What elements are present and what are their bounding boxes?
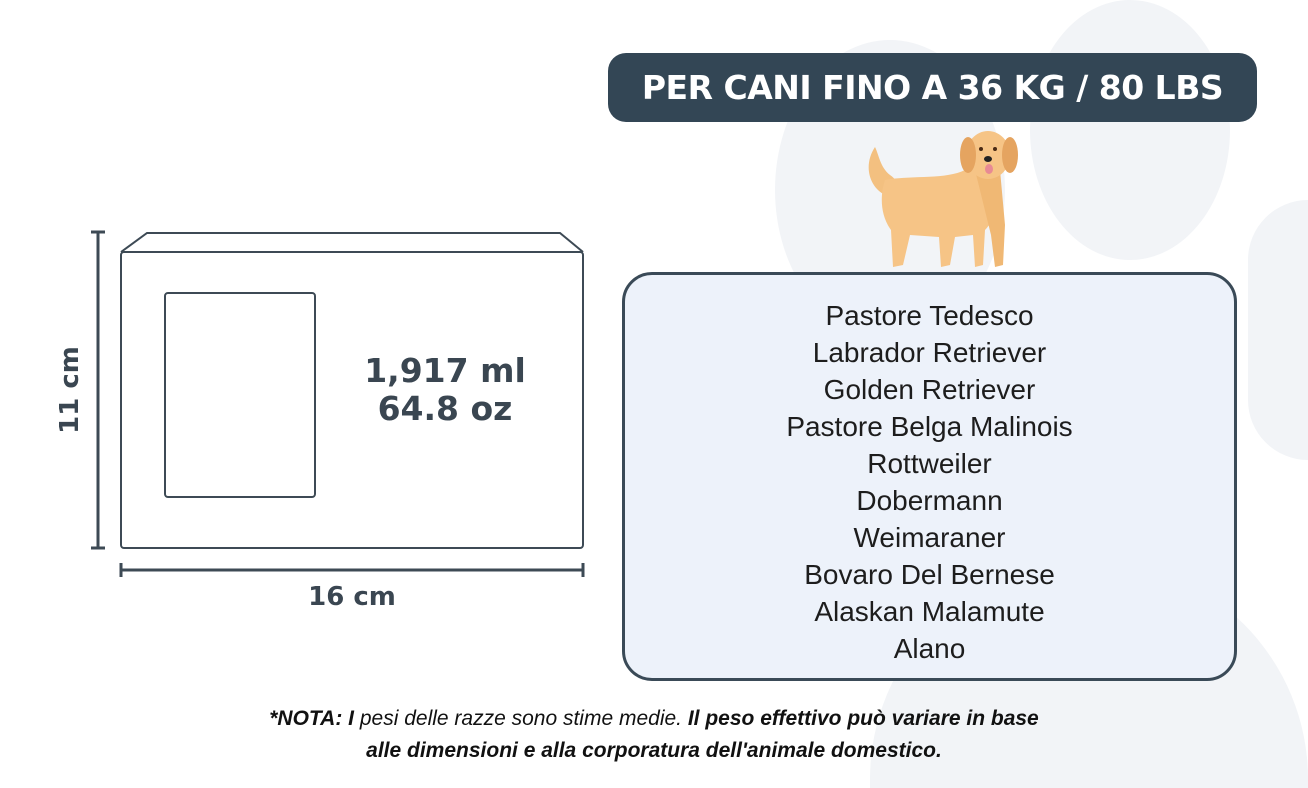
paw-print-bg (1030, 0, 1230, 260)
dog-icon (868, 131, 1018, 267)
breed-list: Pastore Tedesco Labrador Retriever Golde… (622, 272, 1237, 681)
weight-banner: PER CANI FINO A 36 KG / 80 LBS (608, 53, 1257, 122)
paw-print-bg (1248, 200, 1308, 460)
package-diagram (91, 230, 585, 577)
volume-label: 1,917 ml 64.8 oz (330, 352, 560, 428)
width-label: 16 cm (308, 582, 396, 612)
volume-ml: 1,917 ml (364, 351, 526, 390)
breed-item: Weimaraner (853, 522, 1006, 553)
footnote: *NOTA: I pesi delle razze sono stime med… (150, 703, 1158, 767)
package-lid (120, 232, 584, 253)
package-body (120, 251, 584, 549)
breed-item: Rottweiler (867, 448, 992, 479)
volume-oz: 64.8 oz (377, 389, 513, 428)
breed-item: Golden Retriever (823, 374, 1036, 405)
note-bold-2: alle dimensioni e alla corporatura dell'… (366, 739, 942, 762)
note-bold-1: Il peso effettivo può variare in base (682, 707, 1039, 730)
height-label: 11 cm (55, 346, 85, 434)
breed-item: Pastore Tedesco (825, 300, 1034, 331)
package-window (164, 292, 316, 498)
note-prefix: *NOTA: I (269, 707, 355, 730)
breed-item: Labrador Retriever (812, 337, 1047, 368)
banner-text: PER CANI FINO A 36 KG / 80 LBS (641, 68, 1224, 107)
breed-item: Bovaro Del Bernese (804, 559, 1055, 590)
breed-item: Alaskan Malamute (814, 596, 1045, 627)
breed-item: Alano (893, 633, 966, 664)
breed-item: Dobermann (856, 485, 1003, 516)
breed-item: Pastore Belga Malinois (786, 411, 1073, 442)
note-regular: pesi delle razze sono stime medie. (354, 707, 683, 730)
